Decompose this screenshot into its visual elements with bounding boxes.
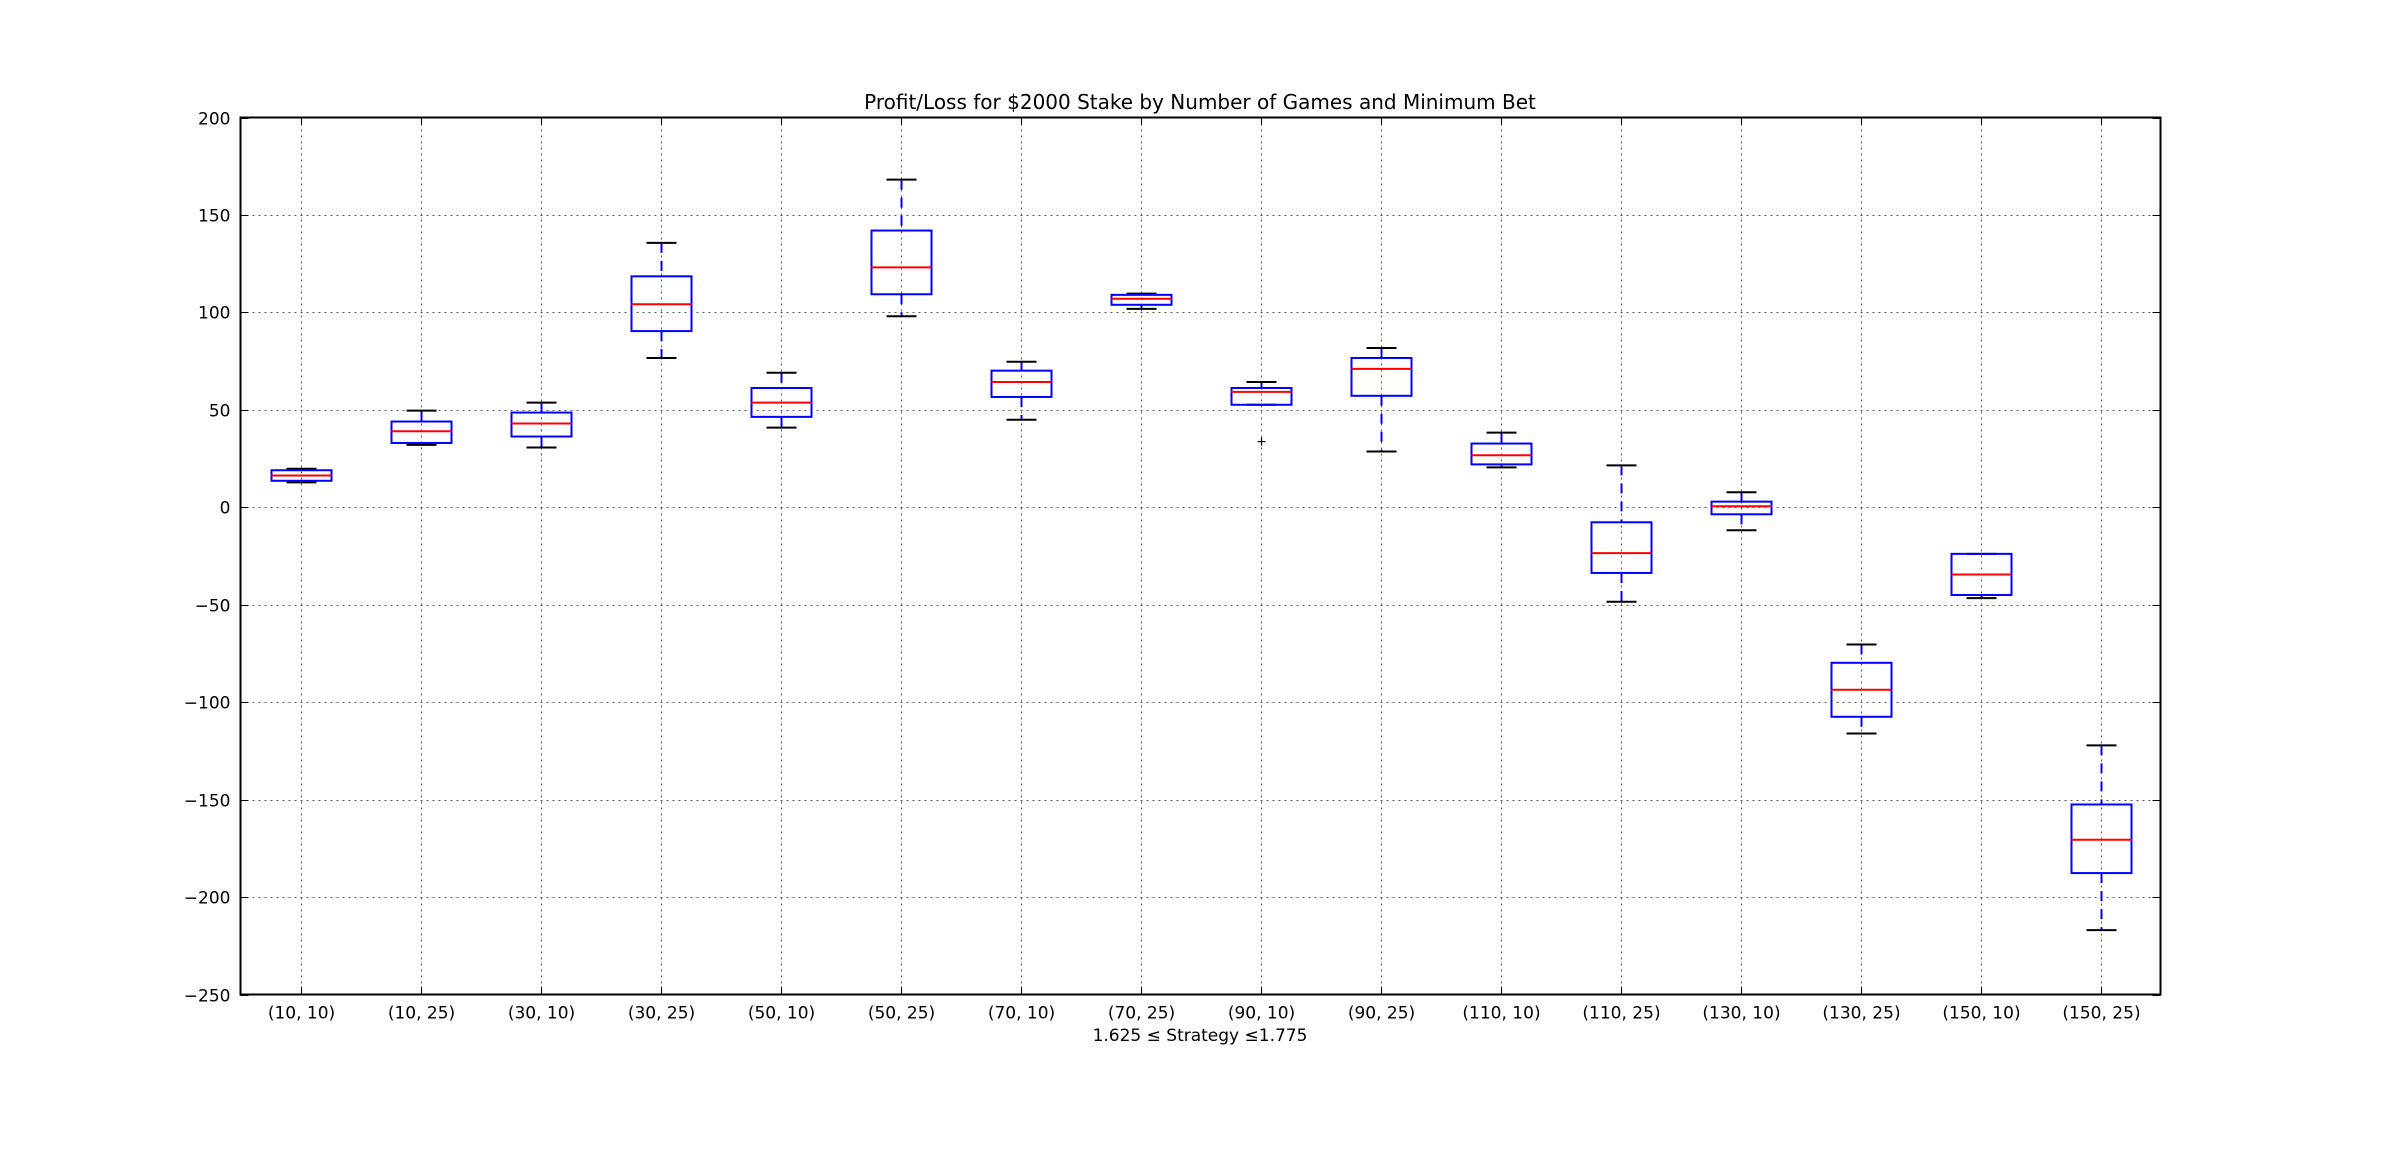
x-tick-label: (110, 10) xyxy=(1462,1004,1540,1024)
x-tick-label: (90, 25) xyxy=(1348,1004,1415,1024)
box-130-10 xyxy=(1710,491,1773,532)
y-axis-ticks: 200 150 100 50 0 −50 −100 −150 −200 −250 xyxy=(184,110,2161,1007)
y-tick-label: 150 xyxy=(198,207,230,227)
x-tick-label: (150, 25) xyxy=(2062,1004,2140,1024)
x-tick-label: (70, 10) xyxy=(988,1004,1055,1024)
x-tick-label: (30, 10) xyxy=(508,1004,575,1024)
chart-title: Profit/Loss for $2000 Stake by Number of… xyxy=(864,90,1536,114)
box-110-10 xyxy=(1470,431,1533,469)
y-tick-label: −250 xyxy=(184,987,231,1007)
x-tick-label: (30, 25) xyxy=(628,1004,695,1024)
x-tick-label: (130, 10) xyxy=(1702,1004,1780,1024)
x-tick-label: (90, 10) xyxy=(1228,1004,1295,1024)
y-tick-label: −150 xyxy=(184,792,231,812)
x-axis-label: 1.625 ≤ Strategy ≤1.775 xyxy=(1092,1026,1308,1046)
y-tick-label: −200 xyxy=(184,889,231,909)
axes-frame xyxy=(239,116,2162,996)
box-30-10 xyxy=(510,401,573,449)
y-tick-label: 0 xyxy=(220,499,231,519)
y-tick-label: −100 xyxy=(184,694,231,714)
iqr-box xyxy=(1230,387,1293,406)
box-30-25 xyxy=(630,241,693,359)
box-150-10 xyxy=(1950,552,2013,600)
x-tick-label: (110, 25) xyxy=(1582,1004,1660,1024)
x-tick-label: (50, 25) xyxy=(868,1004,935,1024)
y-tick-label: 100 xyxy=(198,304,230,324)
x-tick-label: (130, 25) xyxy=(1822,1004,1900,1024)
box-plots xyxy=(270,178,2133,932)
box-150-25 xyxy=(2070,744,2133,932)
x-tick-label: (150, 10) xyxy=(1942,1004,2020,1024)
box-110-25 xyxy=(1590,464,1653,603)
iqr-box xyxy=(990,369,1053,398)
grid-lines xyxy=(240,117,2161,995)
y-tick-label: 200 xyxy=(198,110,230,130)
iqr-box xyxy=(510,411,573,438)
iqr-box xyxy=(870,229,933,296)
x-tick-label: (10, 25) xyxy=(388,1004,455,1024)
iqr-box xyxy=(1470,442,1533,466)
iqr-box xyxy=(1590,521,1653,574)
box-50-25 xyxy=(870,178,933,318)
x-axis-ticks: (10, 10) (10, 25) (30, 10) (30, 25) (50, 10)… xyxy=(268,117,2141,1024)
box-130-25 xyxy=(1830,643,1893,735)
iqr-box xyxy=(1710,500,1773,516)
x-tick-label: (50, 10) xyxy=(748,1004,815,1024)
box-10-10 xyxy=(270,467,333,484)
y-tick-label: −50 xyxy=(195,597,231,617)
box-70-25 xyxy=(1110,292,1173,310)
box-10-25 xyxy=(390,409,453,446)
x-tick-label: (10, 10) xyxy=(268,1004,335,1024)
box-90-25 xyxy=(1350,347,1413,453)
box-50-10 xyxy=(750,371,813,429)
x-tick-label: (70, 25) xyxy=(1108,1004,1175,1024)
iqr-box xyxy=(1350,356,1413,397)
iqr-box xyxy=(1110,293,1173,306)
box-70-10 xyxy=(990,360,1053,421)
y-tick-label: 50 xyxy=(209,402,231,422)
box-90-10 xyxy=(1230,380,1293,446)
